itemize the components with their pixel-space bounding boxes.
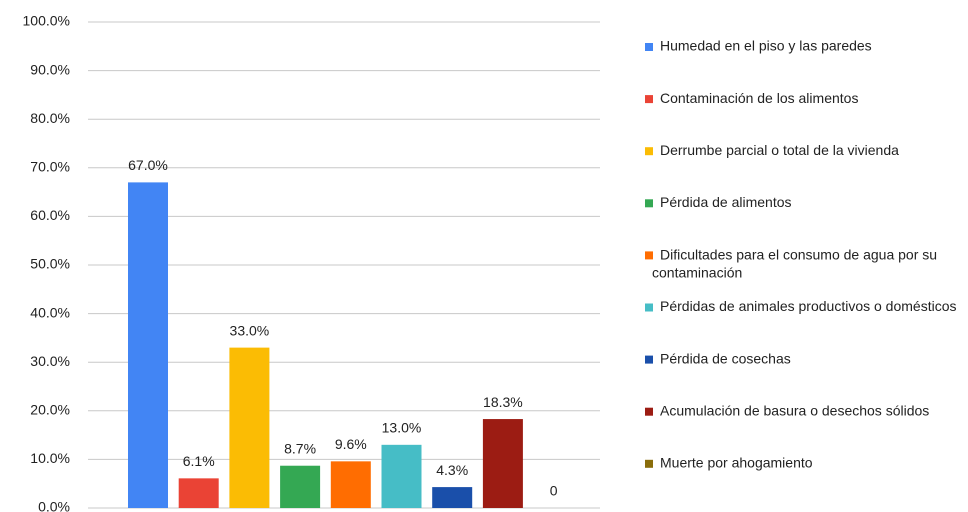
legend-label: Pérdida de alimentos <box>660 194 792 210</box>
data-label: 18.3% <box>483 394 523 410</box>
data-label: 67.0% <box>128 157 168 173</box>
bar <box>432 487 473 508</box>
data-label: 0 <box>550 483 558 499</box>
legend-swatch <box>645 355 653 364</box>
bar <box>482 419 523 508</box>
bar <box>381 444 422 508</box>
legend-label: Pérdidas de animales productivos o domés… <box>660 298 957 314</box>
y-tick-label: 20.0% <box>30 402 70 418</box>
data-label: 4.3% <box>436 462 468 478</box>
bar <box>229 347 270 508</box>
y-tick-label: 50.0% <box>30 256 70 272</box>
legend-swatch <box>645 459 653 468</box>
data-label: 6.1% <box>183 453 215 469</box>
legend-label: Derrumbe parcial o total de la vivienda <box>660 142 899 158</box>
y-tick-label: 90.0% <box>30 61 70 77</box>
bar <box>330 461 371 508</box>
legend-line: Dificultades para el consumo de agua por… <box>660 246 937 262</box>
legend-swatch <box>645 251 653 260</box>
legend-swatch <box>645 199 653 208</box>
y-tick-label: 80.0% <box>30 110 70 126</box>
legend-label: Contaminación de los alimentos <box>660 90 858 106</box>
legend-label: Muerte por ahogamiento <box>660 455 813 471</box>
data-label: 13.0% <box>382 420 422 436</box>
legend-label: Acumulación de basura o desechos sólidos <box>660 402 929 418</box>
y-tick-label: 40.0% <box>30 304 70 320</box>
legend-swatch <box>645 147 653 156</box>
legend-label: Pérdida de cosechas <box>660 350 791 366</box>
legend-swatch <box>645 303 653 312</box>
bar <box>178 478 219 508</box>
legend-line: contaminación <box>652 264 742 280</box>
y-tick-label: 100.0% <box>23 13 70 29</box>
legend-swatch <box>645 95 653 104</box>
data-label: 9.6% <box>335 436 367 452</box>
data-label: 33.0% <box>230 322 270 338</box>
legend-label: Humedad en el piso y las paredes <box>660 38 872 54</box>
legend-swatch <box>645 43 653 51</box>
data-label: 8.7% <box>284 440 316 456</box>
y-tick-label: 60.0% <box>30 207 70 223</box>
legend-label: Dificultades para el consumo de agua por… <box>652 246 937 280</box>
y-tick-label: 10.0% <box>30 450 70 466</box>
legend-swatch <box>645 407 653 416</box>
bar <box>280 465 321 508</box>
bar <box>128 182 168 508</box>
y-tick-label: 30.0% <box>30 353 70 369</box>
y-tick-label: 70.0% <box>30 159 70 175</box>
y-tick-label: 0.0% <box>38 499 70 512</box>
